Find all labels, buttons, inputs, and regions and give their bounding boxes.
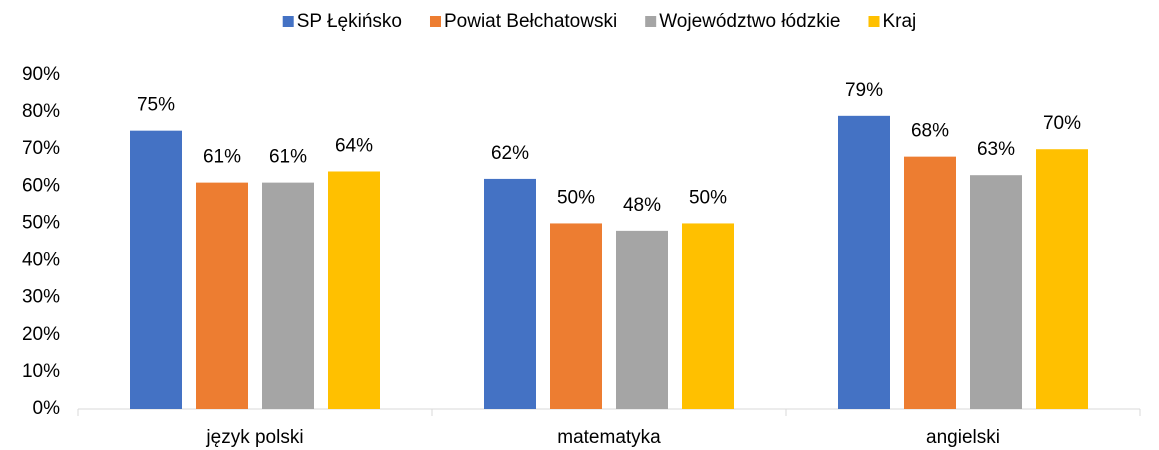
bar xyxy=(616,230,668,409)
legend-label: Powiat Bełchatowski xyxy=(444,11,617,32)
bar xyxy=(550,223,602,409)
data-label: 50% xyxy=(689,187,727,208)
y-tick-label: 30% xyxy=(22,287,60,308)
bar xyxy=(970,175,1022,409)
data-label: 68% xyxy=(911,121,949,142)
data-label: 70% xyxy=(1043,113,1081,134)
data-label: 61% xyxy=(203,147,241,168)
y-tick-label: 0% xyxy=(33,398,61,419)
data-label: 61% xyxy=(269,147,307,168)
legend-swatch xyxy=(282,16,294,27)
bar xyxy=(682,223,734,409)
legend-label: SP Łękińsko xyxy=(297,11,402,32)
bar xyxy=(838,115,890,410)
y-tick-label: 70% xyxy=(22,138,60,159)
x-tick-label: angielski xyxy=(926,427,1000,448)
legend-swatch xyxy=(868,16,880,27)
legend-swatch xyxy=(429,16,441,27)
y-tick-label: 20% xyxy=(22,324,60,345)
bar xyxy=(1036,149,1088,409)
y-tick-label: 60% xyxy=(22,175,60,196)
y-tick-label: 50% xyxy=(22,212,60,233)
x-tick-label: matematyka xyxy=(557,427,661,448)
bar xyxy=(484,178,536,409)
bar xyxy=(904,156,956,409)
y-tick-label: 40% xyxy=(22,250,60,271)
bar xyxy=(130,130,182,409)
bar xyxy=(262,182,314,409)
y-tick-label: 90% xyxy=(22,64,60,85)
legend-label: Województwo łódzkie xyxy=(659,11,840,32)
data-label: 64% xyxy=(335,136,373,157)
bar xyxy=(196,182,248,409)
x-tick-label: język polski xyxy=(205,427,303,448)
legend-label: Kraj xyxy=(882,11,916,32)
bar xyxy=(328,171,380,409)
data-label: 63% xyxy=(977,139,1015,160)
data-label: 75% xyxy=(137,95,175,116)
data-label: 79% xyxy=(845,80,883,101)
y-tick-label: 10% xyxy=(22,361,60,382)
legend-swatch xyxy=(645,16,657,27)
data-label: 62% xyxy=(491,143,529,164)
data-label: 50% xyxy=(557,187,595,208)
data-label: 48% xyxy=(623,195,661,216)
y-tick-label: 80% xyxy=(22,101,60,122)
